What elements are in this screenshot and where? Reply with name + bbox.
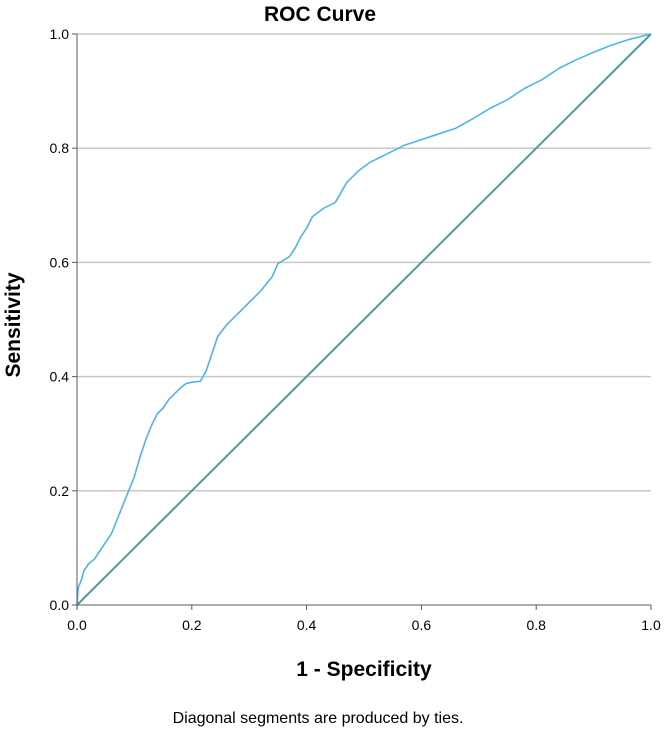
x-tick-label-0: 0.0 (67, 617, 87, 633)
x-tick-label-3: 0.6 (412, 617, 432, 633)
y-tick-label-2: 0.4 (50, 369, 70, 385)
y-tick-label-5: 1.0 (50, 26, 70, 42)
chart-title: ROC Curve (264, 3, 376, 26)
x-tick-label-2: 0.4 (297, 617, 317, 633)
y-axis-label: Sensitivity (2, 272, 25, 377)
tick-labels: 0.0 0.2 0.4 0.6 0.8 1.0 0.0 0.2 0.4 0.6 0.8 1.0 (50, 26, 661, 633)
y-tick-label-4: 0.8 (50, 140, 70, 156)
x-tick-label-1: 0.2 (182, 617, 202, 633)
roc-curve-line (76, 33, 652, 606)
gridlines (77, 33, 651, 492)
reference-diagonal-line (76, 33, 652, 606)
series-layer (76, 33, 652, 606)
x-tick-label-5: 1.0 (641, 617, 661, 633)
y-tick-label-3: 0.6 (50, 254, 70, 270)
axes (72, 33, 652, 610)
footnote: Diagonal segments are produced by ties. (173, 710, 464, 727)
y-tick-label-1: 0.2 (50, 483, 70, 499)
y-tick-label-0: 0.0 (50, 597, 70, 613)
x-axis-label: 1 - Specificity (296, 658, 432, 681)
x-tick-label-4: 0.8 (526, 617, 546, 633)
